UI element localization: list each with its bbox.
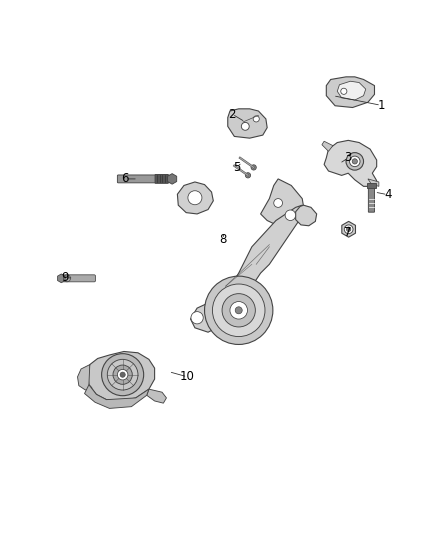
Circle shape (212, 284, 265, 336)
Polygon shape (88, 351, 155, 401)
FancyBboxPatch shape (117, 175, 170, 183)
Circle shape (230, 302, 247, 319)
Text: 6: 6 (121, 172, 129, 185)
Text: 7: 7 (344, 226, 352, 239)
Polygon shape (85, 385, 149, 408)
Circle shape (117, 369, 128, 380)
Circle shape (188, 191, 202, 205)
Polygon shape (177, 182, 213, 214)
Polygon shape (324, 140, 377, 187)
Text: 4: 4 (384, 188, 392, 201)
Circle shape (107, 359, 138, 390)
FancyBboxPatch shape (368, 187, 374, 212)
Circle shape (346, 227, 351, 231)
Circle shape (191, 312, 203, 324)
Circle shape (352, 159, 357, 164)
Polygon shape (337, 81, 366, 100)
Polygon shape (261, 179, 304, 226)
Polygon shape (368, 179, 379, 187)
Text: 10: 10 (180, 370, 195, 383)
Text: 5: 5 (233, 161, 240, 174)
Circle shape (285, 210, 296, 221)
Circle shape (235, 307, 242, 314)
Polygon shape (168, 174, 177, 184)
Circle shape (113, 365, 132, 384)
Polygon shape (147, 389, 166, 403)
Polygon shape (367, 183, 376, 188)
Polygon shape (78, 365, 92, 390)
Circle shape (350, 156, 360, 167)
Circle shape (253, 116, 259, 122)
Circle shape (344, 225, 353, 233)
Text: 9: 9 (61, 271, 69, 285)
Text: 8: 8 (220, 233, 227, 246)
Polygon shape (326, 77, 374, 108)
Circle shape (251, 165, 256, 170)
Text: 1: 1 (377, 99, 385, 112)
Circle shape (341, 88, 347, 94)
Circle shape (102, 354, 144, 395)
Circle shape (245, 173, 251, 178)
Circle shape (346, 152, 364, 170)
Circle shape (274, 199, 283, 207)
Circle shape (241, 123, 249, 130)
Circle shape (205, 276, 273, 344)
FancyBboxPatch shape (60, 275, 95, 282)
Polygon shape (296, 205, 317, 226)
Circle shape (222, 294, 255, 327)
Polygon shape (57, 274, 65, 282)
Polygon shape (228, 109, 267, 138)
Polygon shape (191, 205, 304, 332)
Text: 2: 2 (228, 108, 236, 120)
Circle shape (120, 372, 125, 377)
Text: 3: 3 (345, 151, 352, 164)
FancyBboxPatch shape (155, 174, 168, 183)
Polygon shape (322, 141, 333, 151)
Polygon shape (342, 221, 356, 237)
